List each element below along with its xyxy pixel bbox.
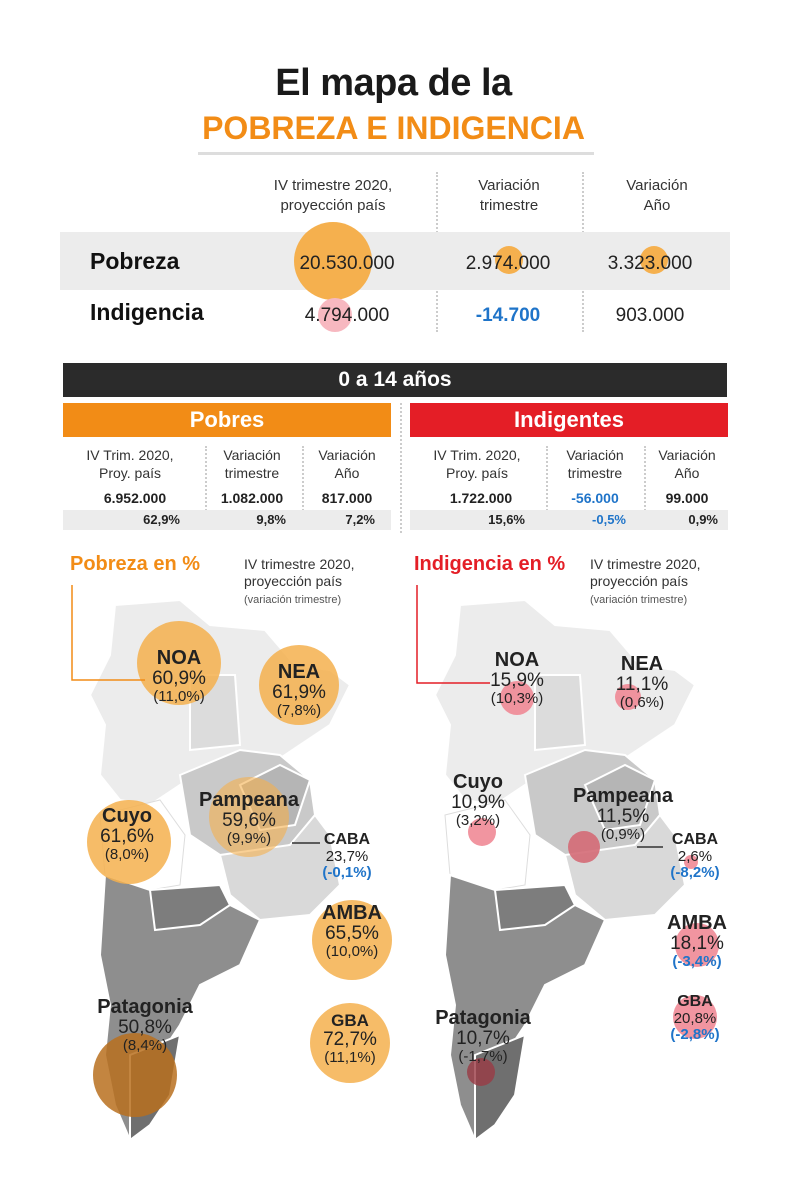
table-row-pobreza-bg <box>60 232 730 290</box>
indigentes-header: Indigentes <box>410 403 728 437</box>
pobres-col-iv: IV Trim. 2020, Proy. país <box>86 447 174 481</box>
column-divider <box>205 446 207 526</box>
col-header-variacion-anio: Variación Año <box>626 177 688 214</box>
region-caba-pobreza: CABA 23,7% (-0,1%) <box>322 831 372 881</box>
column-divider <box>546 446 548 526</box>
pobres-var-anio: 817.000 <box>321 490 373 506</box>
region-noa-indigencia: NOA 15,9% (10,3%) <box>490 649 544 707</box>
region-patagonia-pobreza: Patagonia 50,8% (8,4%) <box>97 996 193 1054</box>
pobres-percent-trim: 9,8% <box>256 512 286 527</box>
indigentes-percent-strip <box>410 510 728 530</box>
row-label-indigencia: Indigencia <box>90 299 204 325</box>
pobres-col-anio: Variación Año <box>318 447 376 481</box>
indigencia-var-anio: 903.000 <box>615 305 685 326</box>
title-divider <box>198 152 594 155</box>
pobreza-trim-bubble <box>495 246 523 274</box>
page-subtitle: POBREZA E INDIGENCIA <box>202 110 585 146</box>
indigentes-col-trim: Variación trimestre <box>566 447 624 481</box>
region-caba-indigencia: CABA 2,6% (-8,2%) <box>670 831 720 881</box>
row-label-pobreza: Pobreza <box>90 248 180 274</box>
pobreza-var-trim: 2.974.000 <box>465 253 551 274</box>
region-gba-pobreza: GBA 72,7% (11,1%) <box>323 1011 377 1066</box>
indigentes-percent-trim: -0,5% <box>592 512 626 527</box>
argentina-map-pobreza <box>71 585 392 1143</box>
region-nea-indigencia: NEA 11,1% (0,6%) <box>615 653 669 711</box>
region-pampeana-pobreza: Pampeana 59,6% (9,9%) <box>198 789 300 847</box>
page-title: El mapa de la <box>275 62 512 104</box>
pobres-header: Pobres <box>63 403 391 437</box>
pobres-percent: 62,9% <box>143 512 180 527</box>
indigentes-value: 1.722.000 <box>449 490 513 506</box>
region-pampeana-indigencia: Pampeana 11,5% (0,9%) <box>572 785 674 843</box>
region-nea-pobreza: NEA 61,9% (7,8%) <box>272 661 326 719</box>
pobres-value: 6.952.000 <box>103 490 167 506</box>
pobres-percent-anio: 7,2% <box>345 512 375 527</box>
indigentes-var-trim: -56.000 <box>571 490 619 506</box>
argentina-map-indigencia <box>416 585 719 1143</box>
indigencia-value: 4.794.000 <box>304 305 390 326</box>
region-amba-pobreza: AMBA 65,5% (10,0%) <box>322 902 382 960</box>
map-subtitle-pobreza: IV trimestre 2020, proyección país (variac… <box>244 556 355 606</box>
region-gba-indigencia: GBA 20,8% (-2,8%) <box>670 993 720 1043</box>
block-divider <box>400 403 402 533</box>
pobreza-bubble <box>294 222 372 300</box>
indigentes-col-iv: IV Trim. 2020, Proy. país <box>433 447 521 481</box>
indigentes-col-anio: Variación Año <box>658 447 716 481</box>
map-title-indigencia: Indigencia en % <box>414 553 566 575</box>
column-divider <box>302 446 304 526</box>
pobres-col-trim: Variación trimestre <box>223 447 281 481</box>
region-patagonia-indigencia: Patagonia 10,7% (-1,7%) <box>435 1007 531 1065</box>
map-title-pobreza: Pobreza en % <box>70 553 201 575</box>
pobreza-value: 20.530.000 <box>299 253 395 274</box>
region-noa-pobreza: NOA 60,9% (11,0%) <box>152 647 206 705</box>
col-header-iv-trimestre: IV trimestre 2020, proyección país <box>273 177 393 214</box>
col-header-variacion-trimestre: Variación trimestre <box>478 177 540 214</box>
pobreza-anio-bubble <box>640 246 668 274</box>
age-group-bar: 0 a 14 años <box>63 363 727 397</box>
pobres-var-trim: 1.082.000 <box>220 490 284 506</box>
indigentes-percent: 15,6% <box>488 512 525 527</box>
indigencia-bubble <box>318 298 352 332</box>
region-cuyo-pobreza: Cuyo 61,6% (8,0%) <box>100 805 154 863</box>
map-subtitle-indigencia: IV trimestre 2020, proyección país (variac… <box>590 556 701 606</box>
column-divider <box>644 446 646 526</box>
pobres-percent-strip <box>63 510 391 530</box>
region-cuyo-indigencia: Cuyo 10,9% (3,2%) <box>451 771 505 829</box>
indigentes-var-anio: 99.000 <box>665 490 709 506</box>
indigentes-percent-anio: 0,9% <box>688 512 718 527</box>
region-amba-indigencia: AMBA 18,1% (-3,4%) <box>667 912 727 970</box>
pobreza-var-anio: 3.323.000 <box>607 253 693 274</box>
indigencia-var-trim: -14.700 <box>475 305 541 326</box>
